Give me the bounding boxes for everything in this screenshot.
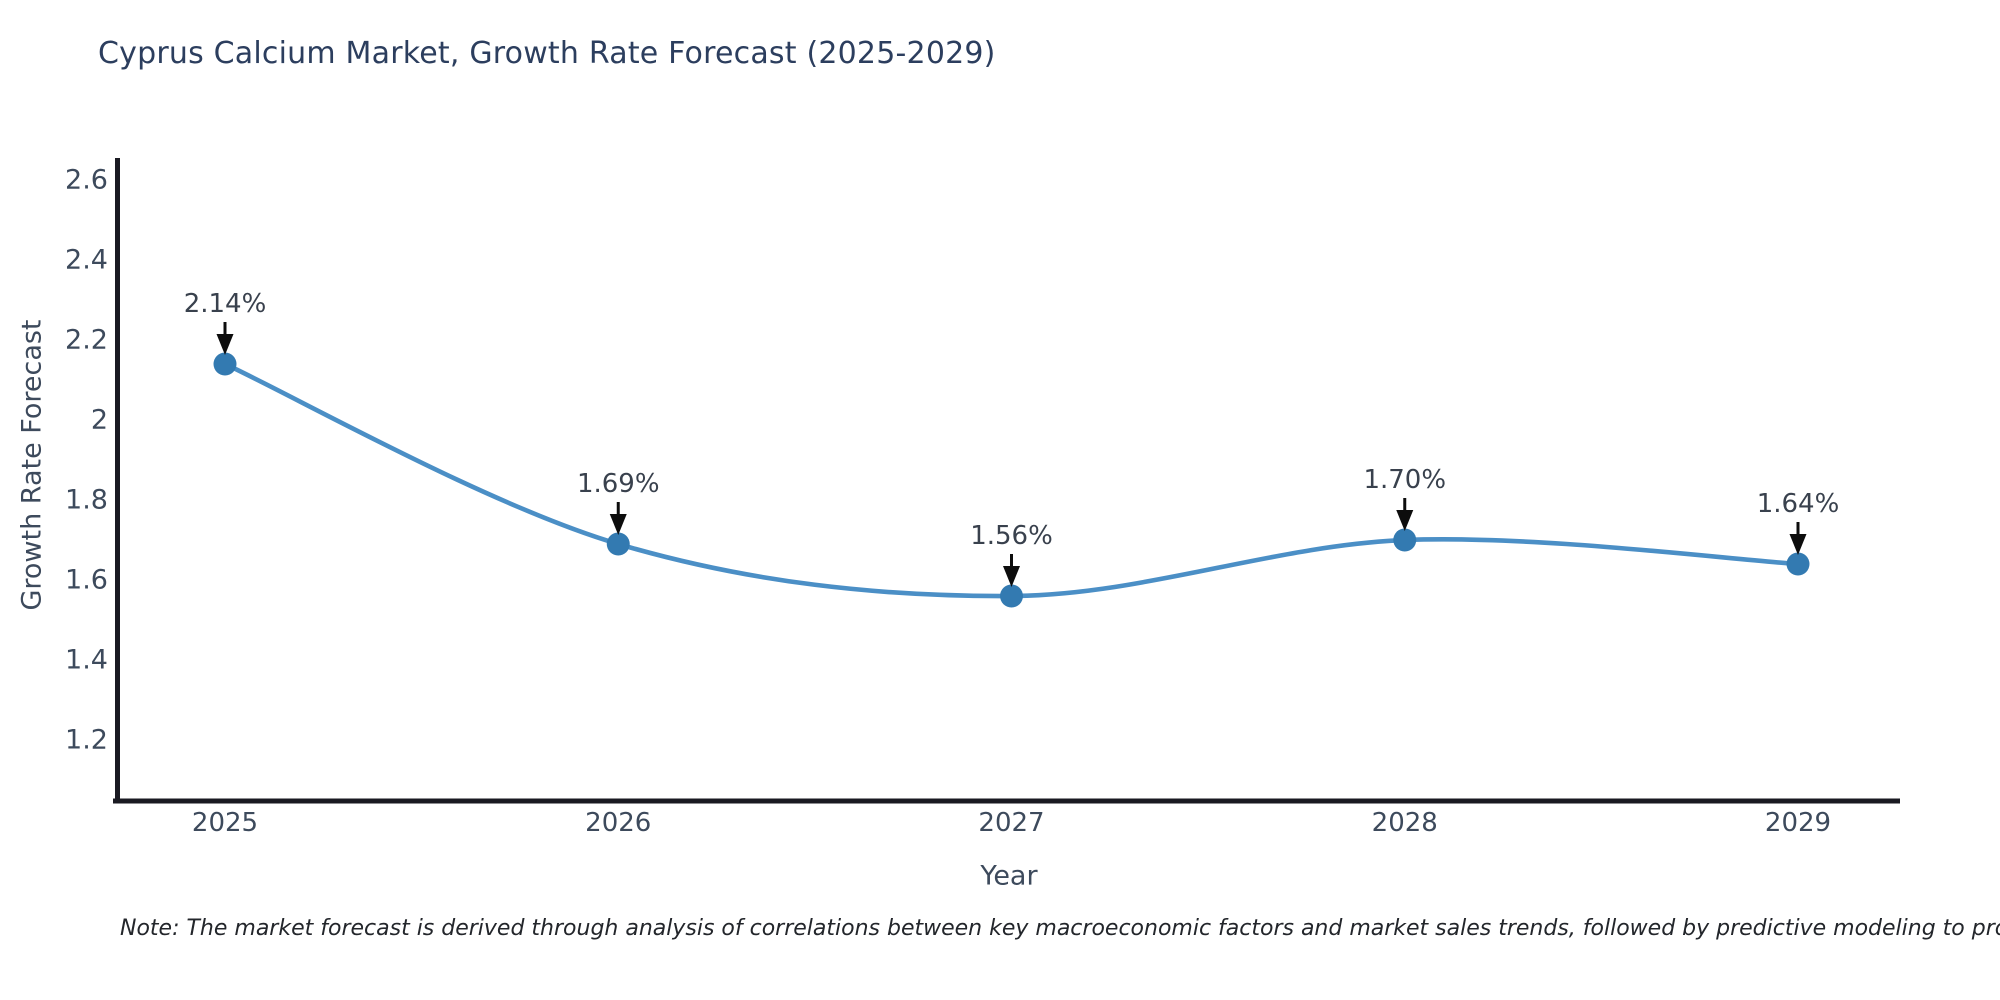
y-tick-label: 2.6 — [65, 165, 108, 196]
y-tick-label: 2 — [91, 405, 108, 436]
data-point-label: 1.69% — [577, 469, 660, 499]
annotation-arrow-head — [216, 334, 234, 355]
y-axis-title: Growth Rate Forecast — [17, 319, 48, 610]
x-tick-label: 2027 — [978, 808, 1044, 838]
y-tick-label: 1.8 — [65, 485, 108, 516]
annotation-arrow-head — [1789, 534, 1807, 555]
x-tick-label: 2029 — [1765, 808, 1831, 838]
y-tick-label: 1.2 — [65, 725, 108, 756]
data-point-marker — [606, 532, 630, 556]
x-tick-label: 2028 — [1372, 808, 1438, 838]
data-point-label: 1.56% — [970, 521, 1053, 551]
y-tick-label: 2.2 — [65, 325, 108, 356]
data-point-label: 1.70% — [1363, 465, 1446, 495]
y-tick-label: 1.6 — [65, 565, 108, 596]
chart-title: Cyprus Calcium Market, Growth Rate Forec… — [98, 36, 996, 71]
x-axis-title: Year — [979, 861, 1038, 892]
annotation-arrow-head — [609, 514, 627, 535]
data-point-marker — [1393, 528, 1417, 552]
x-tick-label: 2026 — [585, 808, 651, 838]
data-point-marker — [1000, 584, 1023, 608]
y-tick-label: 1.4 — [65, 645, 108, 676]
annotation-arrow-head — [1003, 566, 1020, 587]
x-tick-label: 2025 — [192, 808, 258, 838]
footnote: Note: The market forecast is derived thr… — [120, 916, 2000, 941]
data-point-marker — [1786, 552, 1810, 576]
y-tick-label: 2.4 — [65, 245, 108, 276]
data-point-label: 1.64% — [1757, 489, 1840, 519]
annotation-arrow-head — [1396, 510, 1414, 531]
data-point-label: 2.14% — [184, 289, 267, 319]
data-point-marker — [213, 352, 237, 376]
